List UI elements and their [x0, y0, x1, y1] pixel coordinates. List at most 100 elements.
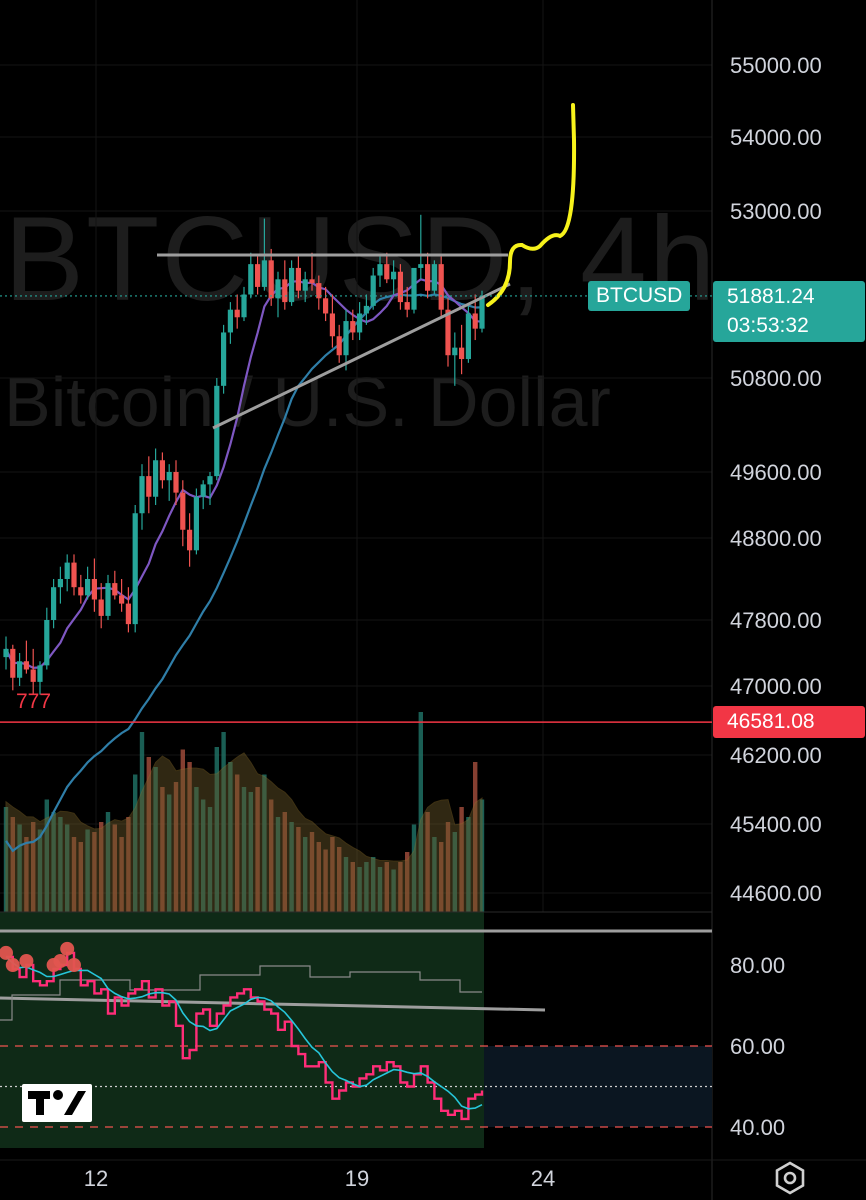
candle-body	[221, 332, 227, 386]
candle-body	[159, 460, 165, 481]
volume-bar	[473, 762, 478, 912]
volume-bar	[330, 837, 335, 912]
candle-body	[57, 579, 63, 588]
volume-bar	[459, 807, 464, 912]
tradingview-logo-icon[interactable]	[22, 1084, 92, 1122]
candle-body	[91, 579, 97, 600]
volume-bar	[316, 842, 321, 912]
candle-body	[472, 313, 478, 329]
rsi-band-fill	[484, 1046, 712, 1127]
candle-body	[465, 313, 471, 360]
candle-body	[187, 529, 193, 551]
candle-body	[17, 661, 23, 678]
candle-body	[261, 260, 267, 287]
volume-bar	[119, 837, 124, 912]
volume-bar	[282, 812, 287, 912]
volume-bar	[343, 857, 349, 912]
candle-body	[30, 669, 36, 682]
volume-bar	[398, 862, 403, 912]
rsi-signal-dot	[19, 954, 34, 968]
volume-bar	[405, 852, 410, 912]
candle-body	[479, 295, 485, 329]
candle-body	[10, 648, 16, 678]
settings-icon[interactable]	[772, 1160, 808, 1196]
volume-bar	[377, 867, 383, 912]
candle-body	[404, 302, 410, 310]
candle-body	[357, 313, 363, 333]
candle-body	[23, 661, 29, 670]
volume-bar	[371, 857, 376, 912]
volume-bar	[105, 812, 111, 912]
candle-body	[153, 460, 159, 497]
candle-body	[3, 648, 9, 658]
candle-body	[295, 267, 301, 291]
candle-body	[391, 271, 397, 280]
rsi-divergence-step-line	[0, 965, 482, 1021]
volume-layer	[3, 712, 485, 913]
price-tick-label: 48800.00	[730, 526, 822, 551]
volume-bar	[384, 862, 389, 912]
volume-bar	[418, 712, 423, 912]
candle-body	[350, 321, 356, 333]
candle-body	[431, 264, 437, 291]
time-tick-label: 24	[531, 1166, 555, 1191]
candle-body	[418, 264, 424, 268]
price-tick-label: 45400.00	[730, 812, 822, 837]
candle-body	[329, 313, 335, 337]
rsi-signal-dot	[67, 958, 81, 973]
volume-bar	[337, 847, 342, 912]
rsi-tick-label: 60.00	[730, 1034, 785, 1059]
price-tick-label: 44600.00	[730, 881, 822, 906]
volume-bar	[221, 732, 226, 912]
candle-body	[37, 665, 43, 682]
candle-body	[452, 347, 458, 356]
volume-bar	[112, 824, 117, 912]
candle-body	[425, 264, 431, 291]
candle-body	[44, 620, 50, 666]
alert-note-label: 777	[16, 690, 52, 713]
candle-body	[255, 264, 261, 287]
volume-bar	[65, 824, 70, 912]
volume-bar	[24, 837, 29, 912]
candle-body	[363, 305, 369, 314]
volume-bar	[187, 762, 192, 912]
volume-bar	[85, 829, 90, 912]
time-tick-label: 19	[345, 1166, 369, 1191]
volume-bar	[255, 787, 260, 912]
candle-body	[214, 385, 220, 477]
volume-bar	[235, 774, 240, 912]
price-tick-label: 50800.00	[730, 366, 822, 391]
volume-bar	[180, 749, 185, 912]
bar-countdown: 03:53:32	[727, 314, 809, 337]
candle-body	[302, 279, 308, 291]
volume-bar	[364, 862, 369, 912]
volume-bar	[194, 787, 199, 912]
candle-body	[132, 513, 138, 625]
fast-moving-average-line	[5, 278, 483, 670]
candle-body	[193, 496, 199, 551]
candle-body	[384, 264, 390, 280]
price-tick-label: 47800.00	[730, 608, 822, 633]
price-tick-label: 54000.00	[730, 125, 822, 150]
candle-body	[377, 264, 383, 276]
rsi-ma-line	[5, 956, 483, 1110]
price-tick-label: 46200.00	[730, 743, 822, 768]
candle-body	[207, 476, 213, 485]
volume-bar	[262, 774, 267, 912]
volume-bar	[146, 757, 151, 912]
candle-body	[289, 267, 295, 303]
candle-body	[71, 562, 77, 588]
candle-body	[316, 283, 322, 299]
volume-bar	[289, 822, 294, 912]
rsi-signal-dot	[0, 945, 13, 960]
candle-body	[459, 347, 465, 360]
candle-body	[98, 599, 104, 616]
volume-bar	[275, 817, 281, 912]
volume-bar	[139, 732, 145, 912]
candle-body	[438, 264, 444, 310]
volume-bar	[445, 822, 451, 912]
volume-bar	[10, 817, 15, 912]
volume-bar	[133, 774, 138, 912]
